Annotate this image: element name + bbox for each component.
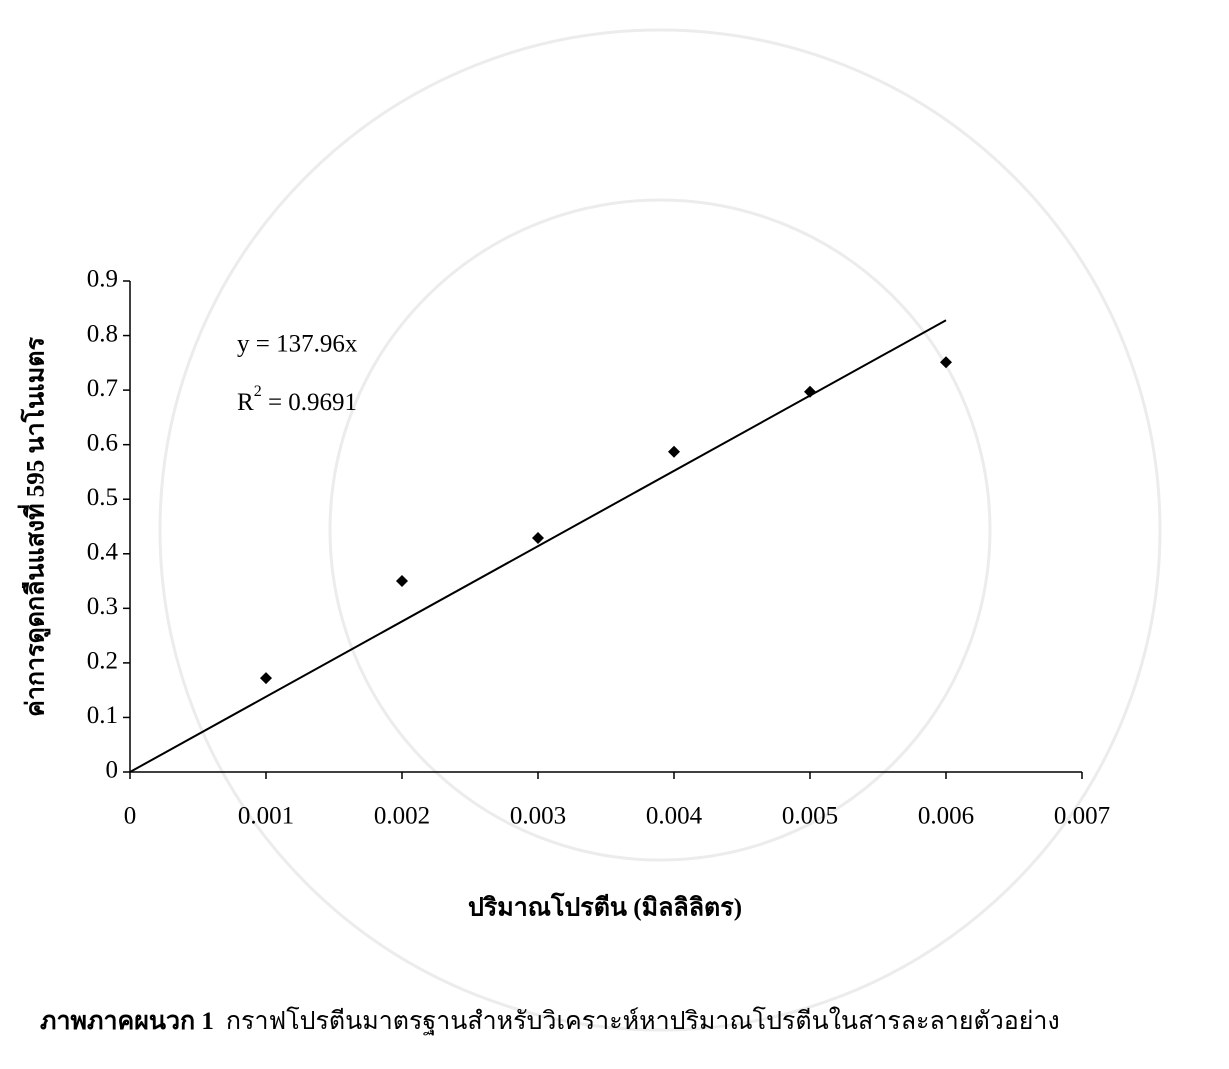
y-tick-label: 0.5	[87, 484, 118, 511]
y-tick-label: 0.8	[87, 320, 118, 347]
y-tick-label: 0.4	[87, 539, 119, 566]
y-tick-label: 0	[106, 757, 119, 784]
x-tick-label: 0	[124, 803, 137, 830]
y-tick-label: 0.6	[87, 429, 118, 456]
data-point	[532, 531, 544, 544]
data-point	[940, 356, 952, 369]
y-tick-label: 0.3	[87, 593, 118, 620]
y-tick-label: 0.9	[87, 266, 118, 293]
y-tick-label: 0.1	[87, 702, 118, 729]
caption: ภาพภาคผนวก 1 กราฟโปรตีนมาตรฐานสำหรับวิเคร…	[40, 1006, 1060, 1035]
x-tick-label: 0.005	[782, 803, 838, 830]
y-axis-label: ค่าการดูดกลืนแสงที่ 595 นาโนเมตร	[18, 337, 52, 717]
equation: y = 137.96x	[237, 331, 358, 358]
data-point	[396, 575, 408, 588]
x-tick-label: 0.001	[238, 803, 294, 830]
r-squared: R2 = 0.9691	[237, 383, 357, 416]
data-point	[804, 385, 816, 398]
x-tick-label: 0.003	[510, 803, 566, 830]
x-tick-label: 0.004	[646, 803, 703, 830]
x-tick-label: 0.002	[374, 803, 430, 830]
y-tick-label: 0.7	[87, 375, 118, 402]
data-point	[668, 445, 680, 458]
watermark	[158, 28, 1162, 1032]
x-tick-label: 0.006	[918, 803, 974, 830]
data-point	[260, 672, 272, 685]
x-axis-label: ปริมาณโปรตีน (มิลลิลิตร)	[468, 892, 742, 922]
x-tick-label: 0.007	[1054, 803, 1110, 830]
y-tick-label: 0.2	[87, 648, 118, 675]
